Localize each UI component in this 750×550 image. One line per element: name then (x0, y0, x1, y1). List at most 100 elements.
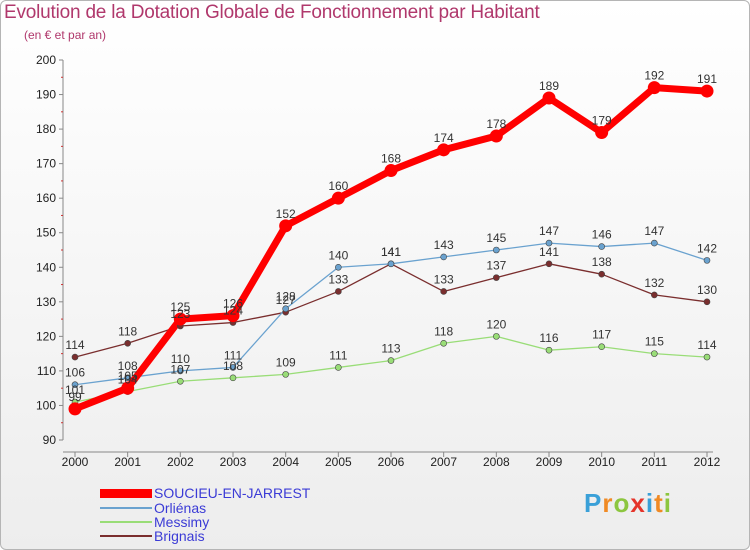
data-label: 130 (697, 283, 717, 297)
data-point (545, 346, 553, 354)
y-tick-label: 180 (36, 122, 56, 136)
x-tick-label: 2010 (588, 455, 615, 469)
data-point (282, 305, 289, 313)
data-label: 147 (539, 224, 559, 238)
data-label: 110 (171, 352, 190, 366)
x-tick-label: 2012 (694, 455, 721, 469)
logo-letter: i (645, 488, 655, 518)
data-point (124, 374, 131, 382)
data-point (282, 371, 289, 378)
x-tick-label: 2009 (536, 455, 563, 469)
legend-label: Messimy (154, 514, 210, 530)
data-point (651, 350, 658, 357)
data-point (177, 367, 184, 375)
data-label: 137 (486, 259, 506, 273)
data-point (651, 239, 658, 247)
data-label: 160 (328, 179, 348, 193)
y-tick-label: 160 (36, 191, 56, 205)
data-point (279, 219, 293, 233)
y-tick-label: 200 (36, 53, 56, 67)
data-label: 120 (486, 317, 506, 331)
data-label: 114 (65, 338, 84, 352)
data-label: 168 (381, 152, 401, 166)
data-label: 126 (223, 297, 243, 311)
data-label: 141 (381, 245, 401, 259)
x-tick-label: 2002 (167, 455, 194, 469)
data-label: 143 (434, 238, 454, 252)
data-label: 101 (65, 383, 85, 397)
data-label: 107 (170, 362, 190, 376)
data-point (595, 126, 609, 140)
x-tick-label: 2003 (220, 455, 247, 469)
data-point (229, 364, 237, 371)
data-label: 108 (118, 359, 138, 373)
data-label: 133 (328, 272, 348, 286)
data-point (493, 333, 500, 340)
data-point (71, 381, 79, 389)
data-point (545, 260, 553, 268)
data-label: 141 (381, 245, 401, 259)
x-tick-label: 2005 (325, 455, 352, 469)
legend-label: Orliénas (154, 500, 207, 516)
data-point (598, 343, 605, 351)
data-label: 191 (697, 72, 717, 86)
data-label: 111 (329, 348, 348, 362)
data-label: 189 (539, 79, 559, 93)
y-tick-label: 110 (37, 364, 56, 378)
legend-swatch (100, 521, 152, 523)
legend-swatch (100, 535, 152, 537)
data-label: 128 (276, 290, 296, 304)
data-label: 116 (539, 331, 558, 345)
data-label: 109 (276, 355, 296, 369)
x-tick-label: 2007 (430, 455, 457, 469)
data-label: 114 (697, 338, 716, 352)
data-label: 106 (65, 366, 85, 380)
data-label: 125 (170, 300, 190, 314)
data-label: 111 (224, 348, 243, 362)
data-point (651, 291, 658, 299)
data-label: 123 (170, 307, 190, 321)
data-point (489, 129, 503, 143)
data-point (440, 253, 447, 261)
data-point (437, 143, 451, 157)
data-label: 178 (486, 117, 506, 131)
data-label: 117 (592, 328, 611, 342)
y-tick-label: 140 (36, 260, 56, 274)
data-point (387, 260, 395, 268)
data-point (387, 357, 395, 364)
data-label: 105 (118, 369, 138, 383)
logo-letter: P (584, 488, 603, 518)
y-tick-label: 120 (36, 329, 56, 343)
y-tick-label: 130 (36, 295, 56, 309)
data-point (703, 298, 711, 306)
data-point (703, 257, 711, 264)
data-label: 140 (328, 248, 348, 262)
data-point (703, 353, 711, 361)
y-tick-label: 170 (36, 157, 56, 171)
data-point (335, 263, 342, 271)
legend-swatch (100, 507, 152, 509)
data-label: 179 (592, 114, 612, 128)
logo-letter: i (663, 488, 672, 518)
logo-letter: r (602, 488, 614, 518)
proxiti-logo: Proxiti (584, 488, 672, 519)
data-point (71, 353, 79, 361)
y-tick-label: 90 (43, 433, 57, 447)
data-label: 127 (276, 293, 296, 307)
data-point (700, 84, 714, 98)
data-point (68, 402, 82, 416)
chart-title: Evolution de la Dotation Globale de Fonc… (4, 2, 540, 23)
data-point (542, 91, 556, 105)
data-label: 145 (486, 231, 506, 245)
legend-swatch (100, 489, 152, 498)
data-point (229, 374, 237, 382)
legend-label: SOUCIEU-EN-JARREST (154, 485, 311, 501)
y-tick-label: 100 (36, 398, 56, 412)
data-point (173, 312, 187, 326)
data-label: 133 (434, 272, 454, 286)
x-tick-label: 2001 (114, 455, 141, 469)
data-point (440, 339, 447, 347)
data-label: 132 (644, 276, 664, 290)
data-label: 118 (434, 324, 453, 338)
